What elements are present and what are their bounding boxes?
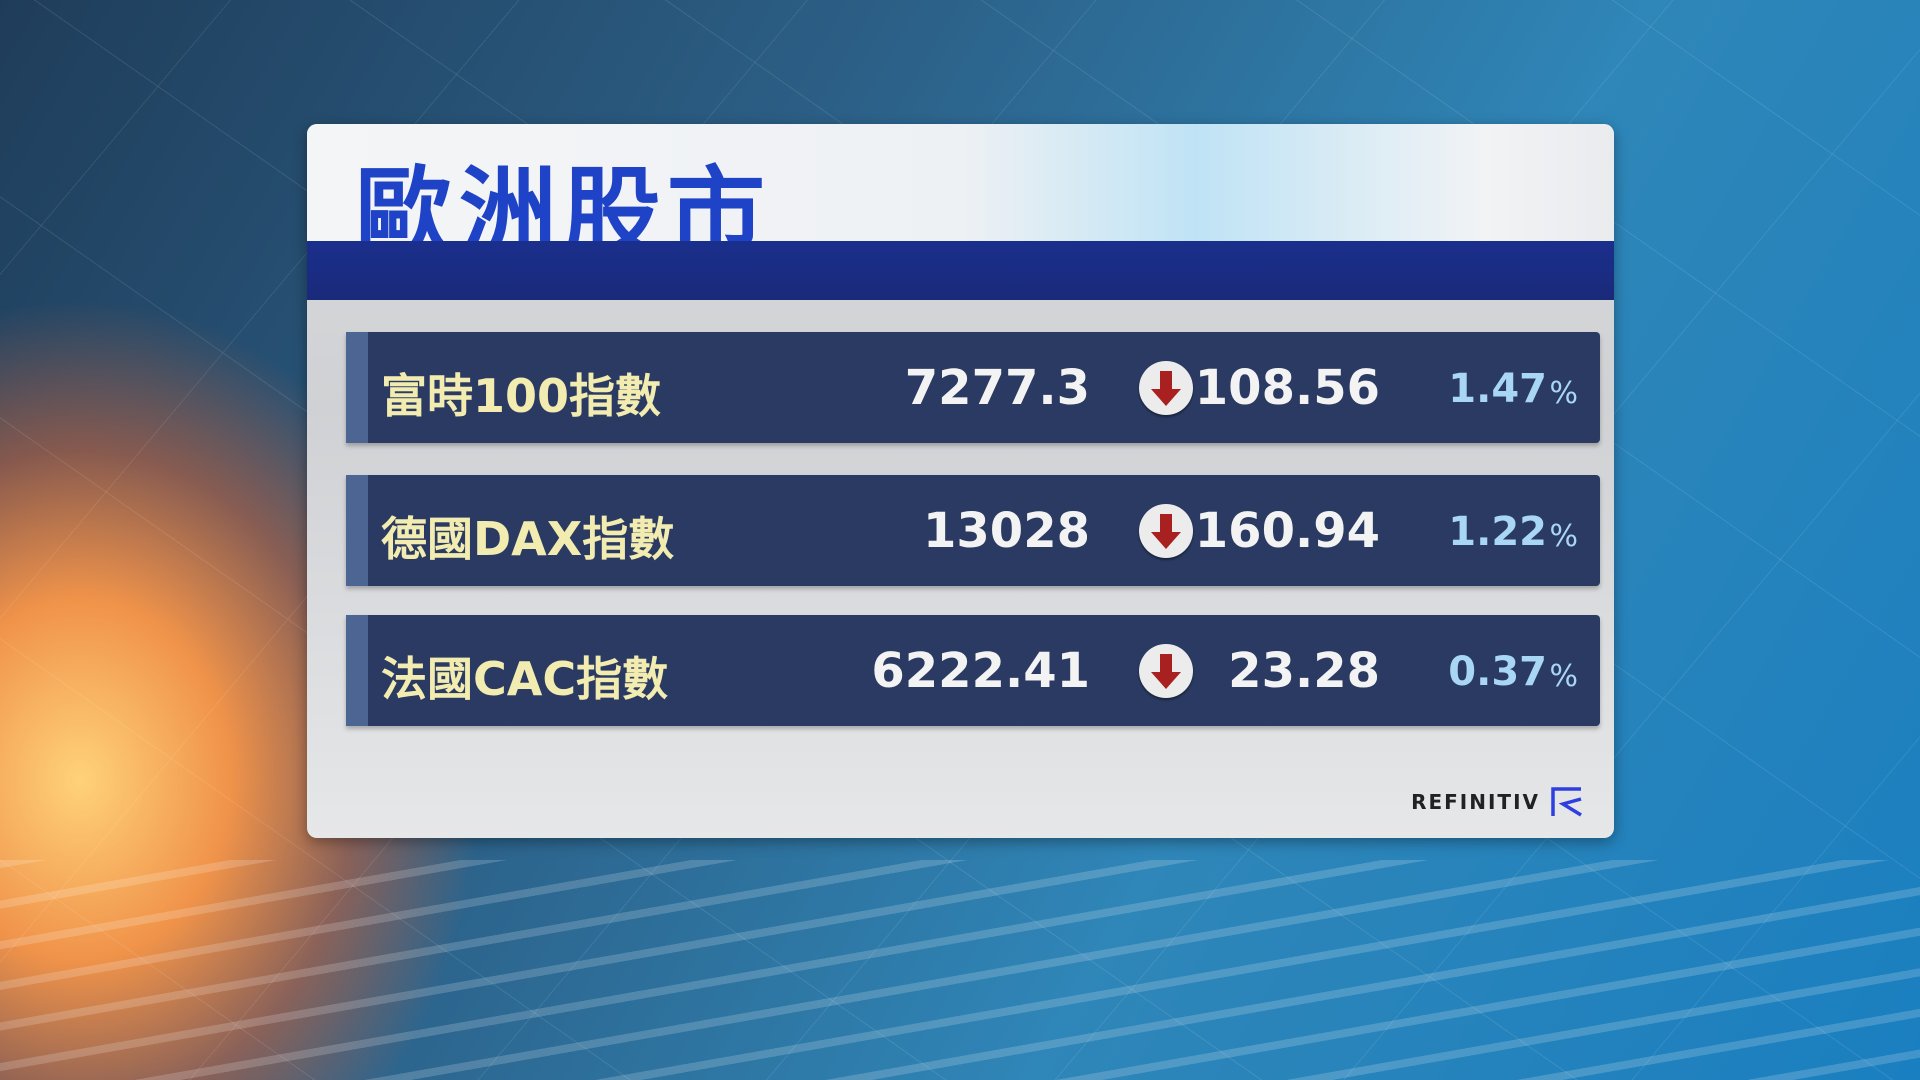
- refinitiv-logo: REFINITIV: [1411, 786, 1584, 818]
- down-arrow-icon: [1139, 644, 1193, 698]
- header-band: [307, 241, 1614, 300]
- index-percent: 1.47: [1448, 366, 1547, 412]
- index-value: 13028: [923, 503, 1090, 559]
- index-change: 108.56: [1194, 360, 1380, 416]
- down-arrow-icon: [1139, 361, 1193, 415]
- index-change: 160.94: [1194, 503, 1380, 559]
- market-panel: 歐洲股市 富時100指數 7277.3 108.56 1.47 % 德國DAX指…: [307, 124, 1614, 838]
- index-value: 6222.41: [871, 643, 1090, 699]
- percent-sign: %: [1549, 519, 1578, 554]
- row-accent: [346, 475, 368, 586]
- background-floor: [0, 860, 1920, 1080]
- percent-sign: %: [1549, 376, 1578, 411]
- refinitiv-mark-icon: [1551, 787, 1582, 817]
- index-change: 23.28: [1228, 643, 1380, 699]
- down-arrow-icon: [1139, 504, 1193, 558]
- panel-header: 歐洲股市: [307, 124, 1614, 271]
- row-accent: [346, 615, 368, 726]
- index-name: 法國CAC指數: [381, 652, 669, 706]
- index-percent: 1.22: [1448, 509, 1547, 555]
- percent-sign: %: [1549, 659, 1578, 694]
- index-row: 德國DAX指數 13028 160.94 1.22 %: [346, 475, 1600, 586]
- index-name: 富時100指數: [381, 369, 662, 423]
- index-name: 德國DAX指數: [381, 512, 675, 566]
- index-value: 7277.3: [904, 360, 1090, 416]
- logo-text: REFINITIV: [1411, 790, 1540, 814]
- index-row: 法國CAC指數 6222.41 23.28 0.37 %: [346, 615, 1600, 726]
- index-row: 富時100指數 7277.3 108.56 1.47 %: [346, 332, 1600, 443]
- row-accent: [346, 332, 368, 443]
- index-percent: 0.37: [1448, 649, 1547, 695]
